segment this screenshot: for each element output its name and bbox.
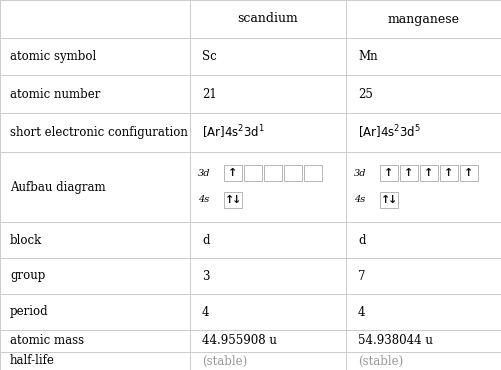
Text: ↓: ↓ [231,195,240,205]
Text: short electronic configuration: short electronic configuration [10,126,187,139]
Text: 21: 21 [201,87,216,101]
Text: 54.938044 u: 54.938044 u [357,334,432,347]
Text: block: block [10,233,42,246]
Bar [264,165,282,181]
Text: 3d: 3d [353,168,366,178]
Text: Mn: Mn [357,50,377,63]
Text: scandium: scandium [237,13,298,26]
Text: 4: 4 [201,306,209,319]
Bar [223,192,241,208]
Text: atomic number: atomic number [10,87,100,101]
Text: ↑: ↑ [423,168,433,178]
Text: ↑: ↑ [380,195,390,205]
Text: 25: 25 [357,87,372,101]
Bar [223,165,241,181]
Text: d: d [201,233,209,246]
Text: 3: 3 [201,269,209,283]
Text: Sc: Sc [201,50,216,63]
Text: ↓: ↓ [387,195,396,205]
Text: Aufbau diagram: Aufbau diagram [10,181,105,194]
Text: manganese: manganese [387,13,459,26]
Bar [379,165,397,181]
Text: d: d [357,233,365,246]
Text: ↑: ↑ [384,168,393,178]
Bar [439,165,457,181]
Text: group: group [10,269,45,283]
Bar [379,192,397,208]
Bar [419,165,437,181]
Text: 44.955908 u: 44.955908 u [201,334,277,347]
Text: 4s: 4s [197,195,209,204]
Text: half-life: half-life [10,354,55,367]
Bar [459,165,477,181]
Bar [304,165,321,181]
Text: (stable): (stable) [201,354,247,367]
Text: period: period [10,306,49,319]
Text: ↑: ↑ [443,168,453,178]
Text: 7: 7 [357,269,365,283]
Text: 4s: 4s [353,195,365,204]
Text: $\mathsf{[Ar]4s^{2}3d^{5}}$: $\mathsf{[Ar]4s^{2}3d^{5}}$ [357,124,420,141]
Text: (stable): (stable) [357,354,402,367]
Text: atomic mass: atomic mass [10,334,84,347]
Text: atomic symbol: atomic symbol [10,50,96,63]
Text: ↑: ↑ [225,195,234,205]
Text: ↑: ↑ [403,168,413,178]
Bar [399,165,417,181]
Bar [284,165,302,181]
Bar [243,165,262,181]
Text: ↑: ↑ [463,168,473,178]
Text: 3d: 3d [197,168,210,178]
Text: 4: 4 [357,306,365,319]
Text: ↑: ↑ [228,168,237,178]
Text: $\mathsf{[Ar]4s^{2}3d^{1}}$: $\mathsf{[Ar]4s^{2}3d^{1}}$ [201,124,265,141]
